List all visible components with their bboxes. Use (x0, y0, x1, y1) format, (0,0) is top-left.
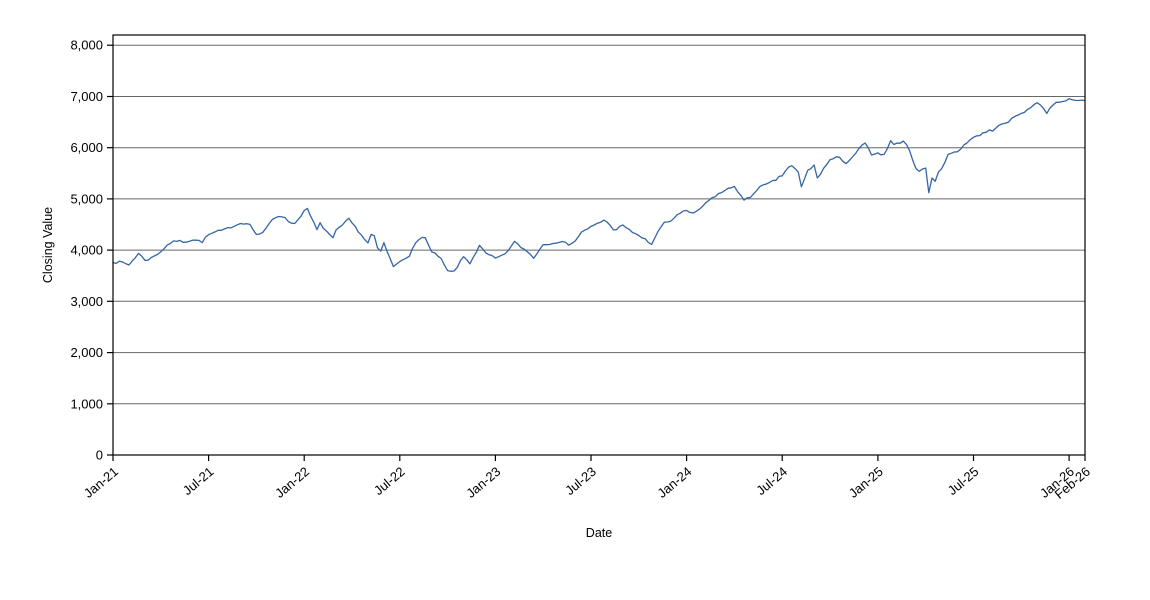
gridlines (113, 44, 1085, 456)
x-tick-label: Jul-21 (180, 464, 217, 498)
tick-labels: 0 1,000 2,000 3,000 4,000 5,000 6,000 7,000 8,00… (70, 38, 1092, 502)
y-tick-label: 2,000 (70, 345, 103, 360)
y-tick-label: 6,000 (70, 140, 103, 155)
x-tick-label: Jan-24 (654, 464, 694, 501)
x-axis-title: Date (586, 526, 612, 540)
x-tick-label: Jul-23 (562, 464, 599, 498)
x-tick-label: Jul-24 (753, 464, 790, 498)
y-tick-label: 8,000 (70, 38, 103, 53)
axes (107, 34, 1086, 461)
plot-border (112, 34, 1086, 456)
series-line (112, 98, 1086, 272)
x-tick-label: Jan-22 (272, 464, 312, 501)
x-tick-label: Jan-23 (463, 464, 503, 501)
closing-value-line (112, 98, 1086, 272)
y-tick-label: 1,000 (70, 396, 103, 411)
y-tick-label: 5,000 (70, 191, 103, 206)
x-tick-label: Jan-21 (81, 464, 121, 501)
y-tick-label: 4,000 (70, 243, 103, 258)
x-tick-label: Jul-25 (945, 464, 982, 498)
x-tick-label: Jul-22 (371, 464, 408, 498)
y-tick-label: 3,000 (70, 294, 103, 309)
y-tick-label: 0 (96, 448, 103, 463)
y-axis-title: Closing Value (41, 207, 55, 283)
x-tick-label: Jan-25 (846, 464, 886, 501)
y-tick-label: 7,000 (70, 89, 103, 104)
